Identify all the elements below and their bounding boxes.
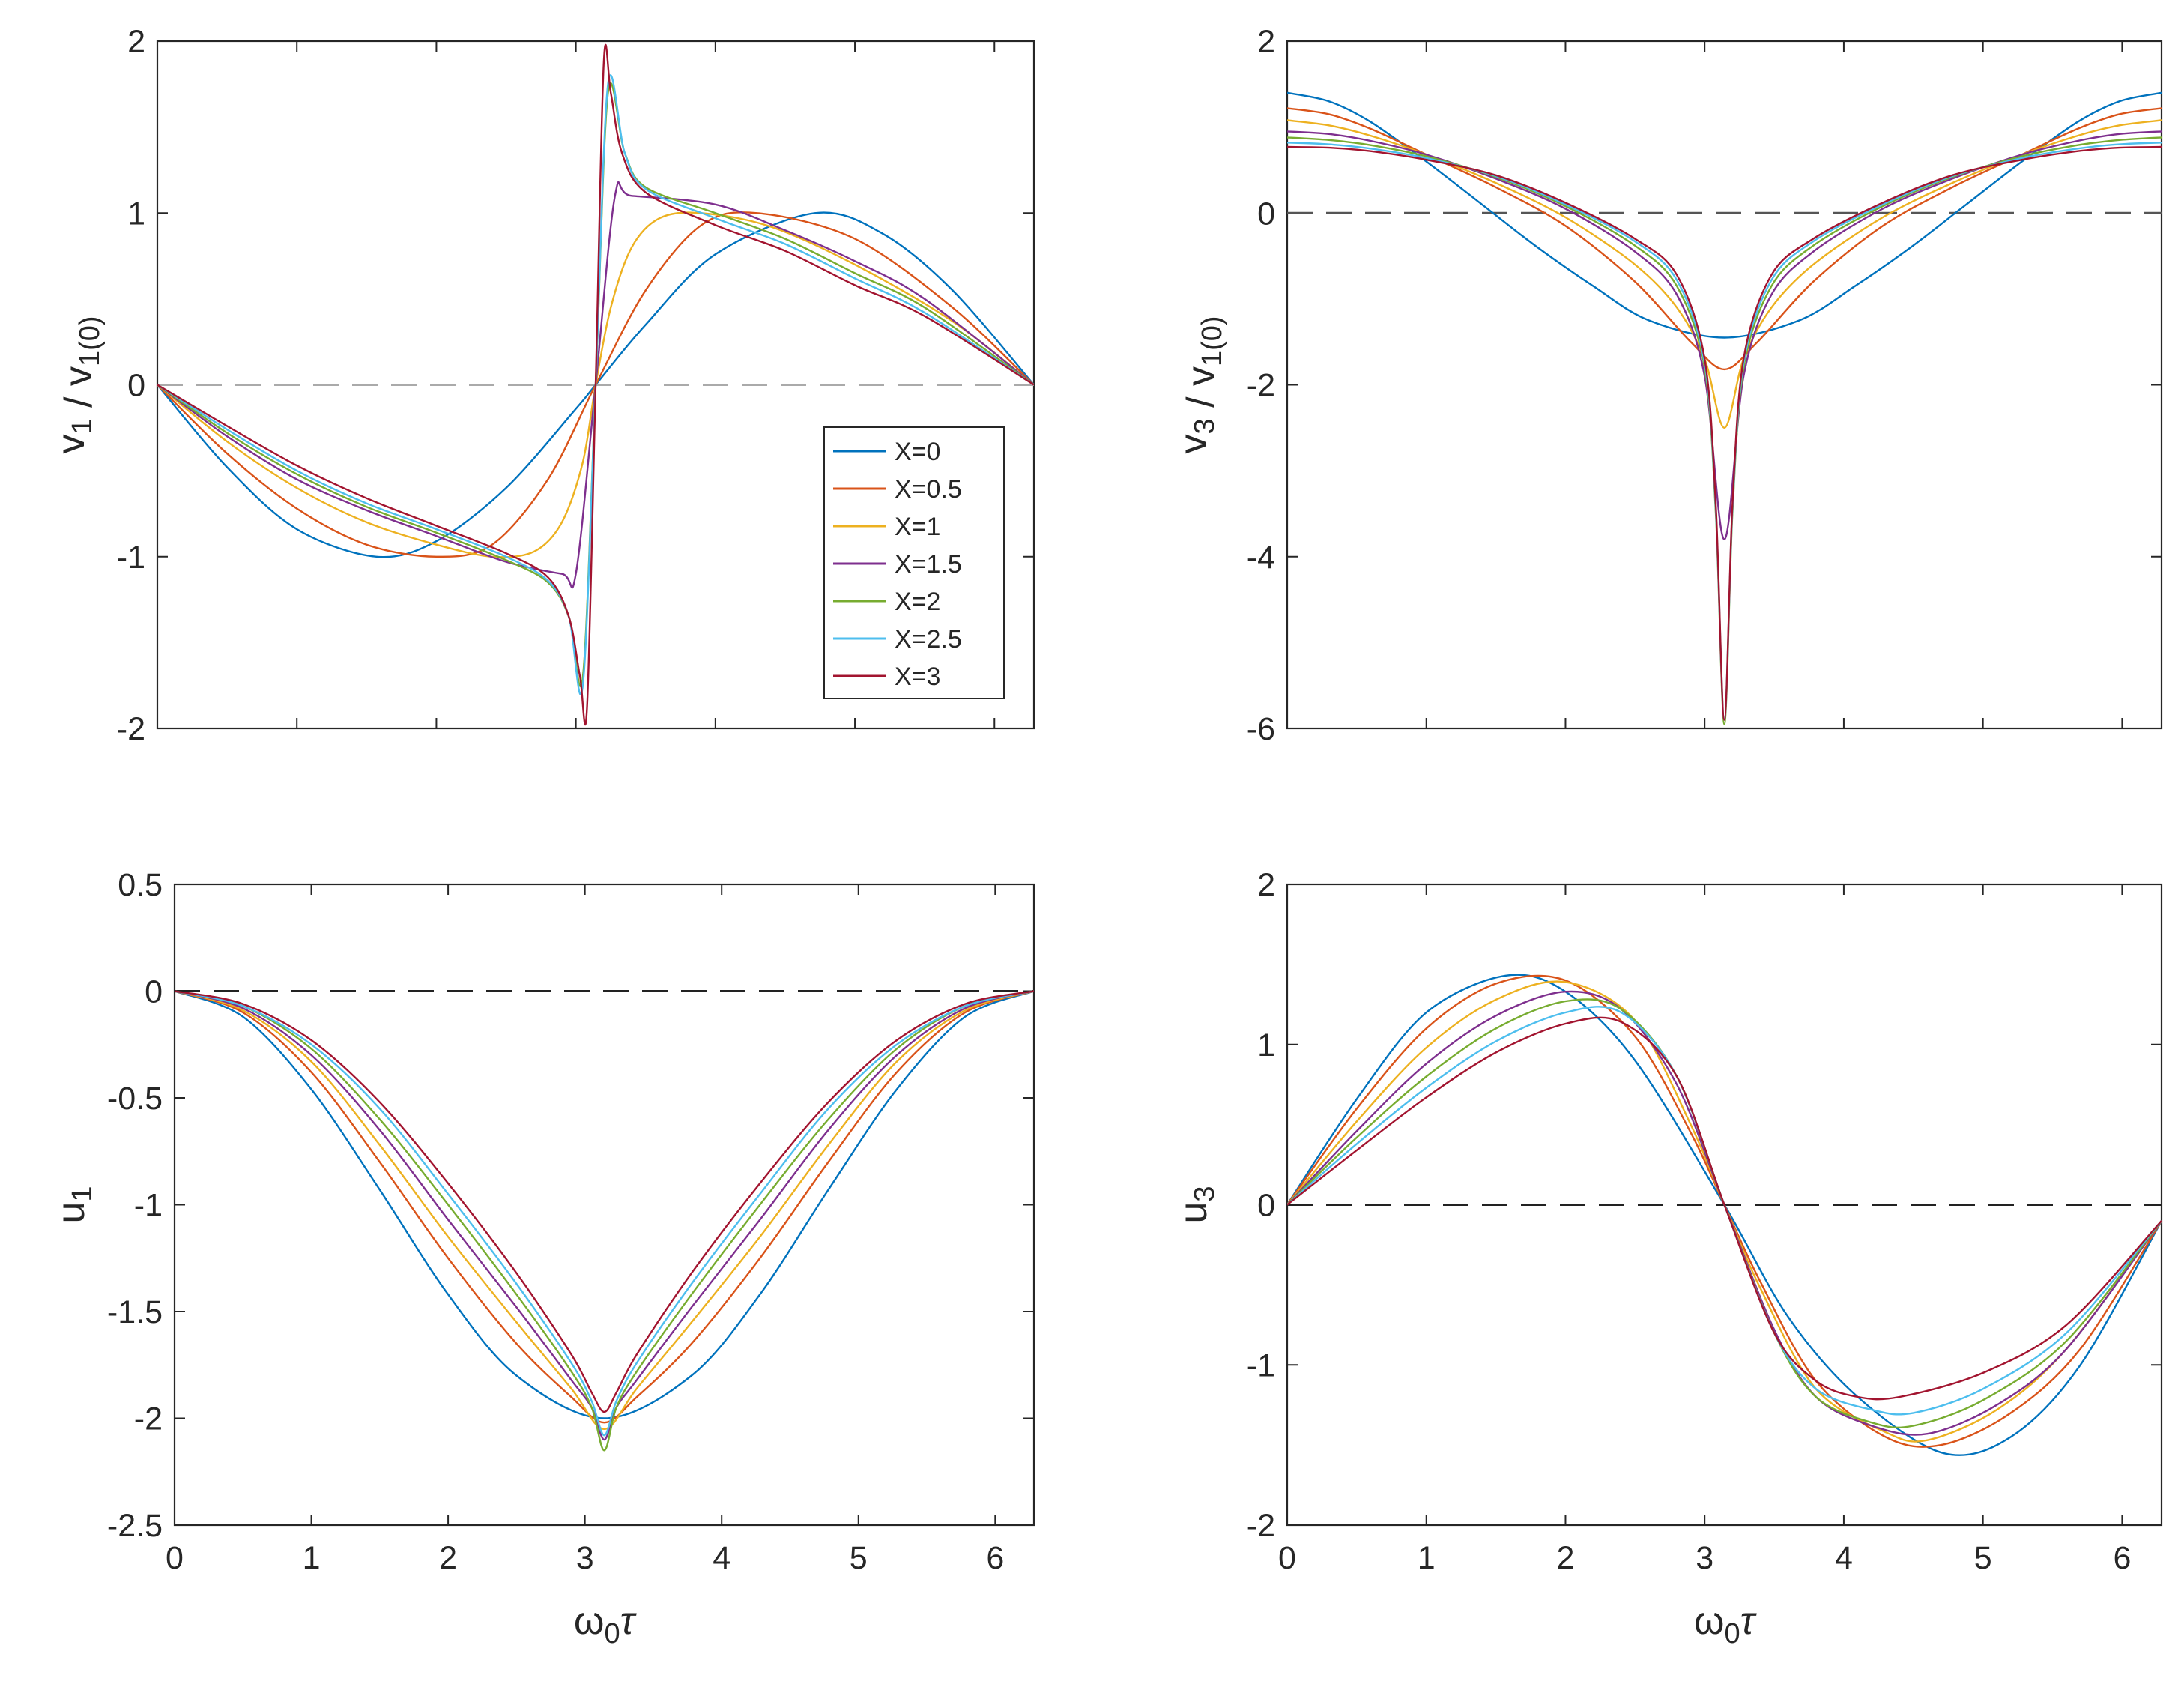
y-tick-label: -2 xyxy=(134,1401,163,1437)
y-label-text: / xyxy=(57,386,100,418)
x-tick-label: 4 xyxy=(1835,1540,1853,1576)
series-group xyxy=(175,990,1034,1452)
y-axis-label: v1 / v1(0) xyxy=(49,316,106,453)
series-line-X=3 xyxy=(1287,145,2162,721)
series-line-X=1.5 xyxy=(157,181,1034,589)
series-group xyxy=(1287,974,2162,1456)
x-tick-label: 5 xyxy=(850,1540,868,1576)
y-tick-label: -2.5 xyxy=(107,1508,163,1544)
y-tick-label: -1.5 xyxy=(107,1294,163,1330)
x-label-text: τ xyxy=(1740,1599,1758,1643)
series-line-X=0.5 xyxy=(157,211,1034,558)
series-line-X=3 xyxy=(175,990,1034,1413)
y-tick-label: 1 xyxy=(127,196,145,232)
series-line-X=2.5 xyxy=(175,990,1034,1437)
x-label-subscript: 0 xyxy=(605,1618,620,1650)
y-tick-label: -1 xyxy=(134,1188,163,1224)
y-label-text: v xyxy=(1172,435,1215,454)
y-tick-label: -4 xyxy=(1247,540,1275,576)
y-tick-label: -6 xyxy=(1247,711,1275,747)
y-tick-label: -1 xyxy=(1247,1347,1275,1383)
series-line-X=1 xyxy=(157,211,1034,558)
y-tick-label: 2 xyxy=(1257,867,1275,903)
y-axis-label: v3 / v1(0) xyxy=(1172,316,1228,453)
series-group xyxy=(1287,91,2162,725)
y-label-text: u xyxy=(49,1202,93,1224)
x-label-text: ω xyxy=(1694,1599,1725,1643)
x-label-text: ω xyxy=(574,1599,605,1643)
y-label-text: u xyxy=(1172,1202,1215,1224)
y-tick-label: 0 xyxy=(1257,1188,1275,1224)
x-tick-label: 1 xyxy=(1418,1540,1436,1576)
y-tick-label: 0 xyxy=(1257,196,1275,232)
series-line-X=2 xyxy=(175,990,1034,1452)
y-tick-label: -2 xyxy=(1247,368,1275,404)
x-tick-label: 6 xyxy=(986,1540,1004,1576)
x-tick-label: 3 xyxy=(576,1540,594,1576)
series-line-X=0 xyxy=(175,990,1034,1419)
legend-entry: X=1 xyxy=(895,513,940,541)
series-line-X=3 xyxy=(157,43,1034,726)
x-tick-label: 5 xyxy=(1974,1540,1992,1576)
y-tick-label: -2 xyxy=(1247,1508,1275,1544)
y-axis-label: u3 xyxy=(1172,1186,1220,1223)
y-tick-label: 2 xyxy=(127,24,145,60)
y-label-text: v xyxy=(49,435,93,454)
y-tick-label: 0 xyxy=(145,974,163,1010)
x-label-subscript: 0 xyxy=(1725,1618,1740,1650)
legend-entry: X=2.5 xyxy=(895,625,962,654)
y-label-text: / xyxy=(1179,386,1223,418)
legend-entry: X=0 xyxy=(895,438,940,466)
legend-entry: X=2 xyxy=(895,588,940,616)
series-line-X=0 xyxy=(1287,91,2162,339)
x-tick-label: 1 xyxy=(303,1540,321,1576)
y-label-subscript: 3 xyxy=(1189,418,1220,434)
series-line-X=0.5 xyxy=(175,990,1034,1424)
legend-entry: X=1.5 xyxy=(895,550,962,579)
series-group xyxy=(157,43,1034,726)
y-tick-label: 0.5 xyxy=(118,867,163,903)
y-label-text: v xyxy=(1179,366,1223,386)
legend: X=0 X=0.5 X=1 X=1.5 X=2 X=2.5 X=3 xyxy=(823,426,1005,699)
y-tick-label: -1 xyxy=(117,540,145,576)
x-tick-label: 0 xyxy=(166,1540,184,1576)
y-label-subscript: 1 xyxy=(67,1186,98,1201)
y-tick-label: 0 xyxy=(127,368,145,404)
y-tick-label: 1 xyxy=(1257,1027,1275,1063)
y-label-text: v xyxy=(57,366,100,386)
legend-entry: X=3 xyxy=(895,663,940,691)
y-tick-label: -2 xyxy=(117,711,145,747)
y-label-subscript: 3 xyxy=(1189,1186,1220,1201)
x-label-text: τ xyxy=(620,1599,638,1643)
axes-box xyxy=(1286,40,2163,730)
y-label-subscript: 1 xyxy=(67,418,98,434)
y-tick-label: -0.5 xyxy=(107,1081,163,1117)
x-tick-label: 4 xyxy=(713,1540,730,1576)
series-line-X=1.5 xyxy=(175,990,1034,1441)
x-axis-label: ω0τ xyxy=(574,1599,638,1650)
y-label-subscript: 1(0) xyxy=(74,316,106,366)
x-axis-label: ω0τ xyxy=(1694,1599,1758,1650)
y-label-subscript: 1(0) xyxy=(1197,316,1228,366)
series-line-X=1 xyxy=(175,990,1034,1430)
series-line-X=0 xyxy=(157,211,1034,558)
x-tick-label: 6 xyxy=(2113,1540,2131,1576)
x-tick-label: 3 xyxy=(1696,1540,1713,1576)
legend-entry: X=0.5 xyxy=(895,475,962,504)
x-tick-label: 2 xyxy=(439,1540,457,1576)
x-tick-label: 0 xyxy=(1278,1540,1296,1576)
x-tick-label: 2 xyxy=(1557,1540,1575,1576)
y-tick-label: 2 xyxy=(1257,24,1275,60)
series-line-X=3 xyxy=(1287,1016,2162,1401)
y-axis-label: u1 xyxy=(49,1186,98,1223)
